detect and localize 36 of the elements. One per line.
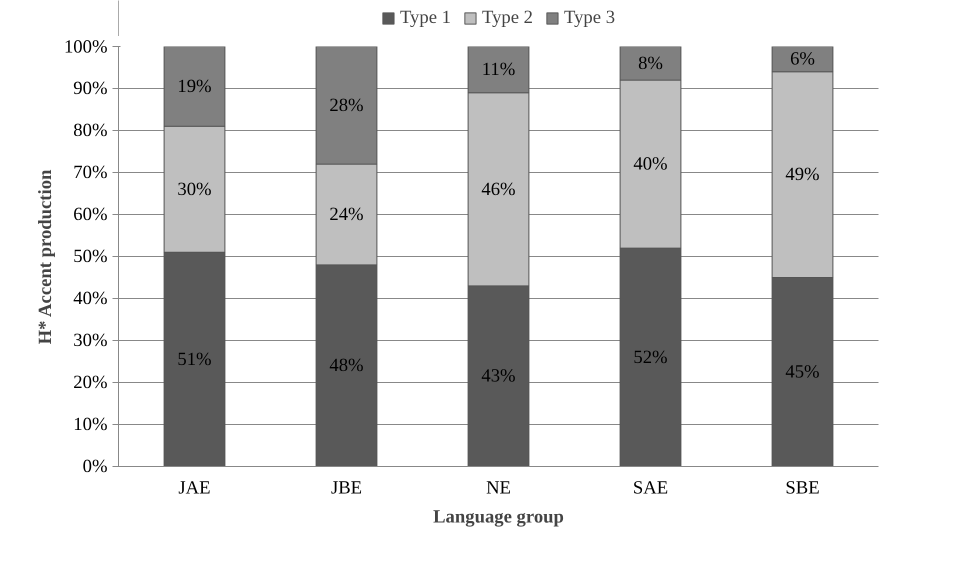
x-tick-label: SAE (632, 478, 668, 498)
y-tick-label: 0% (82, 456, 108, 477)
legend-label: Type 1 (400, 7, 451, 29)
data-label: 19% (177, 76, 212, 97)
data-label: 46% (481, 178, 516, 200)
x-tick-label: JBE (330, 478, 362, 498)
data-label: 52% (633, 346, 668, 368)
x-tick-label: SBE (785, 478, 820, 498)
y-tick-label: 70% (73, 162, 108, 183)
data-label: 45% (785, 362, 820, 382)
y-tick-label: 40% (73, 288, 108, 309)
x-tick-label: JAE (178, 478, 211, 498)
y-tick-label: 50% (73, 246, 108, 267)
y-axis-title: H* Accent production (34, 168, 56, 344)
x-axis-title: Language group (433, 506, 564, 528)
y-tick-label: 20% (73, 372, 108, 393)
data-label: 51% (177, 348, 212, 370)
data-label: 48% (329, 355, 364, 376)
data-label: 40% (633, 154, 668, 175)
data-label: 49% (785, 164, 820, 186)
y-tick-label: 80% (73, 120, 108, 141)
y-tick-label: 30% (73, 330, 108, 351)
data-label: 30% (177, 178, 212, 200)
data-label: 6% (790, 48, 815, 70)
y-tick-label: 10% (73, 414, 108, 435)
x-tick-label: NE (486, 478, 511, 498)
data-label: 24% (329, 204, 364, 225)
data-label: 28% (329, 94, 364, 116)
legend-label: Type 3 (564, 7, 616, 29)
data-label: 43% (481, 366, 516, 387)
y-tick-label: 100% (64, 36, 108, 58)
data-label: 11% (482, 59, 516, 80)
y-tick-label: 90% (73, 78, 108, 99)
legend-label: Type 2 (482, 7, 534, 29)
y-tick-label: 60% (73, 204, 108, 225)
data-label: 8% (638, 52, 663, 74)
